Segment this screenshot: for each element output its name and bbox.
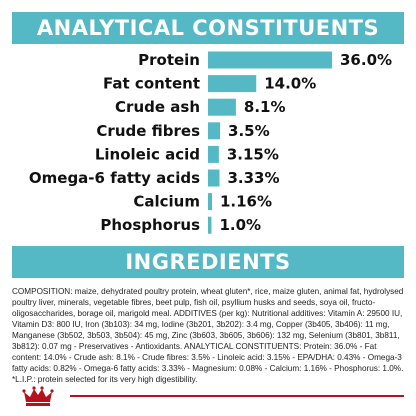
analytical-bar-chart: Protein 36.0% Fat content 14.0% Crude ash 8.1… [29, 51, 392, 234]
category-label: Linoleic acid [95, 145, 200, 163]
crown-icon [22, 386, 54, 406]
category-label: Crude ash [115, 98, 200, 116]
category-label: Fat content [103, 75, 200, 93]
value-label: 3.5% [228, 122, 270, 140]
category-label: Calcium [133, 193, 200, 211]
bar [208, 193, 212, 211]
value-label: 8.1% [244, 98, 286, 116]
value-label: 3.15% [227, 145, 279, 163]
ingredients-banner: INGREDIENTS [12, 246, 404, 278]
bar [208, 216, 212, 234]
category-label: Crude fibres [96, 122, 200, 140]
bar [208, 122, 221, 140]
composition-text: COMPOSITION: maize, dehydrated poultry p… [12, 287, 404, 384]
bar [208, 51, 332, 69]
value-label: 1.0% [219, 216, 261, 234]
value-label: 1.16% [220, 193, 272, 211]
value-label: 36.0% [340, 51, 392, 69]
bar [208, 145, 219, 163]
category-label: Omega-6 fatty acids [29, 169, 200, 187]
category-label: Phosphorus [100, 216, 200, 234]
value-label: 14.0% [264, 75, 316, 93]
analytical-constituents-banner: ANALYTICAL CONSTITUENTS [12, 12, 404, 44]
category-label: Protein [138, 51, 200, 69]
value-label: 3.33% [227, 169, 279, 187]
footer-divider [70, 395, 404, 397]
bar [208, 75, 257, 93]
bar [208, 169, 220, 187]
bar [208, 98, 236, 116]
